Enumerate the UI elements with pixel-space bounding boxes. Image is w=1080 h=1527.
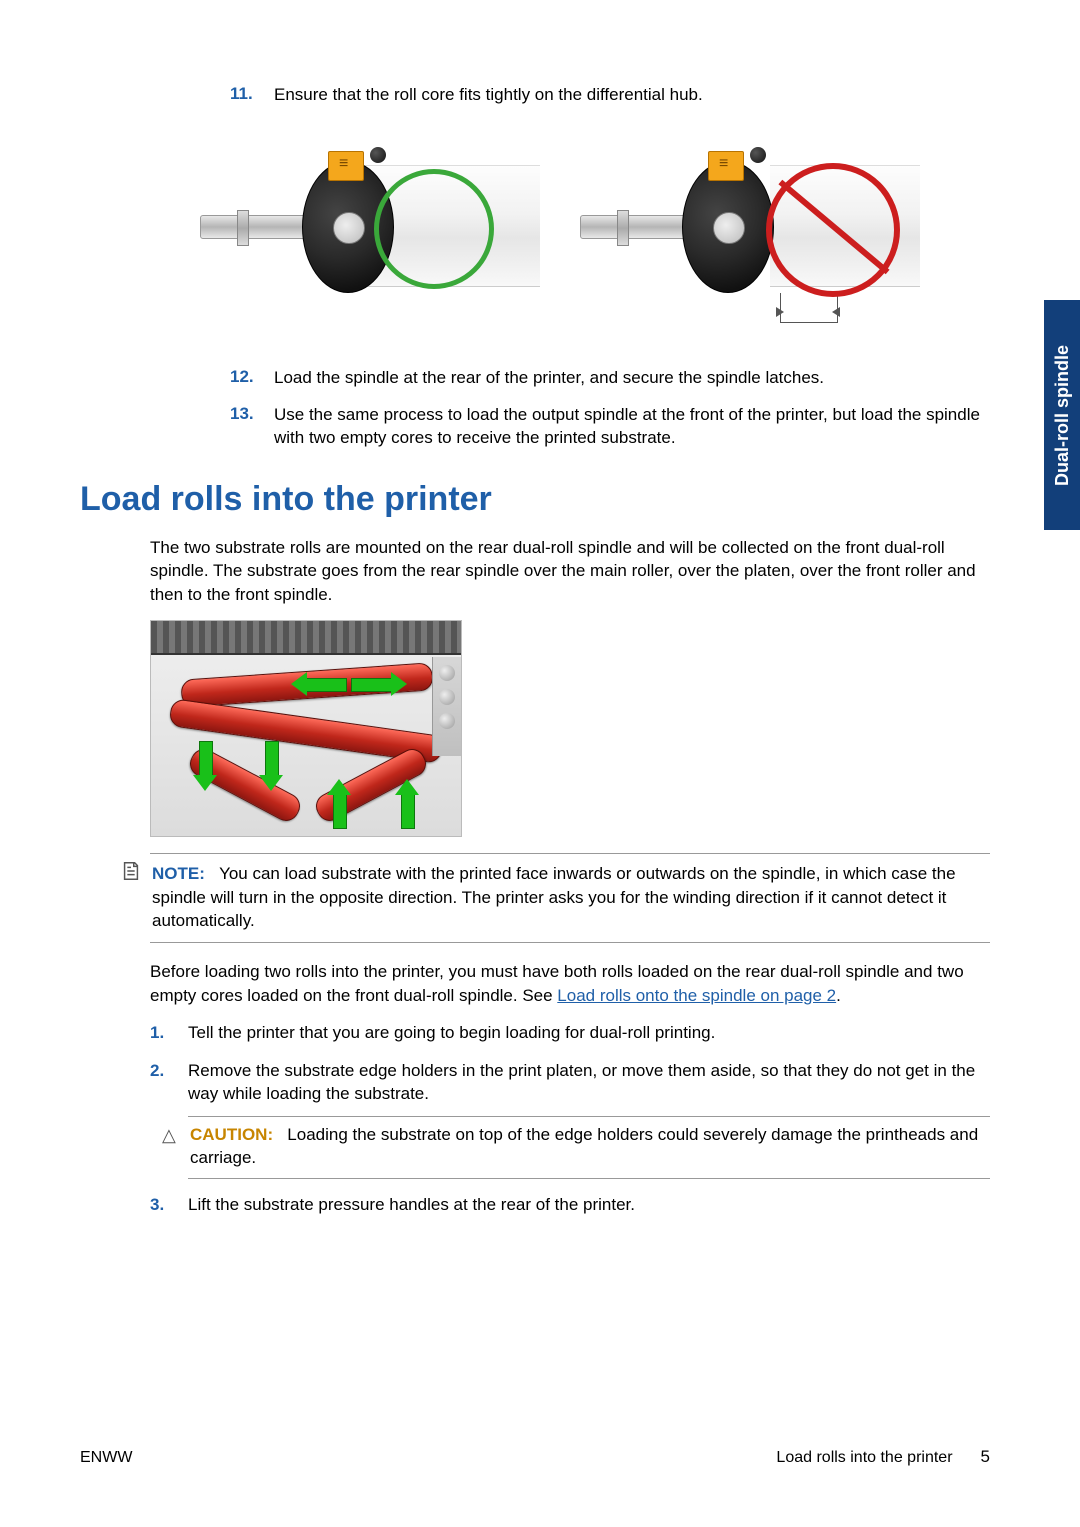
step-text: Tell the printer that you are going to b… [188,1023,715,1042]
step-text: Use the same process to load the output … [274,404,990,450]
bad-indicator-icon [766,163,900,297]
caution-label: CAUTION: [190,1125,273,1144]
footer-page-number: 5 [981,1447,990,1467]
load-rolls-spindle-link[interactable]: Load rolls onto the spindle on page 2 [557,986,836,1005]
caution-icon: △ [162,1123,176,1148]
printer-path-figure [150,620,462,837]
caution-text: Loading the substrate on top of the edge… [190,1125,978,1167]
note-text: You can load substrate with the printed … [152,864,956,930]
intro-paragraph: The two substrate rolls are mounted on t… [150,536,990,606]
upper-step-list-cont: 12. Load the spindle at the rear of the … [230,367,990,450]
link-paragraph: Before loading two rolls into the printe… [150,960,990,1007]
side-tab-label: Dual-roll spindle [1052,344,1073,485]
spindle-correct-figure [200,137,540,337]
ok-indicator-icon [374,169,494,289]
step-text: Load the spindle at the rear of the prin… [274,367,824,390]
step-number: 11. [230,84,274,107]
caution-callout: △ CAUTION: Loading the substrate on top … [188,1116,990,1179]
note-callout: NOTE: You can load substrate with the pr… [150,853,990,943]
section-heading: Load rolls into the printer [80,480,990,519]
step-number: 2. [150,1059,188,1179]
footer-section-title: Load rolls into the printer [776,1449,952,1467]
step-text: Ensure that the roll core fits tightly o… [274,84,703,107]
step-number: 1. [150,1021,188,1044]
spindle-incorrect-figure [580,137,920,337]
step-number: 12. [230,367,274,390]
lower-step-list: 1. Tell the printer that you are going t… [150,1021,990,1216]
step-number: 3. [150,1193,188,1216]
note-icon [120,860,142,891]
link-para-suffix: . [836,986,841,1005]
page-footer: ENWW Load rolls into the printer 5 [80,1447,990,1467]
note-label: NOTE: [152,864,205,883]
step-text: Lift the substrate pressure handles at t… [188,1195,635,1214]
step-number: 13. [230,404,274,450]
chapter-side-tab: Dual-roll spindle [1044,300,1080,530]
spindle-figure-row [200,137,990,337]
step-text: Remove the substrate edge holders in the… [188,1061,975,1103]
footer-left: ENWW [80,1449,132,1467]
upper-step-list: 11. Ensure that the roll core fits tight… [230,84,990,107]
